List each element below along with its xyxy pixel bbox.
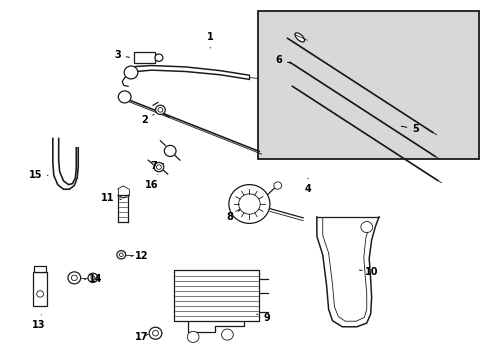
Bar bbox=[33, 272, 47, 306]
Circle shape bbox=[88, 273, 98, 283]
Text: 9: 9 bbox=[256, 314, 269, 324]
Text: 8: 8 bbox=[226, 210, 239, 222]
Text: 12: 12 bbox=[131, 251, 148, 261]
Bar bbox=[134, 52, 155, 63]
Text: 3: 3 bbox=[114, 50, 129, 60]
Circle shape bbox=[155, 54, 163, 62]
Circle shape bbox=[273, 182, 281, 189]
Bar bbox=[258, 10, 478, 159]
Circle shape bbox=[228, 185, 269, 224]
Circle shape bbox=[155, 105, 165, 114]
Circle shape bbox=[156, 165, 161, 170]
Bar bbox=[173, 270, 259, 321]
Circle shape bbox=[164, 145, 176, 157]
Circle shape bbox=[360, 221, 372, 233]
Text: 15: 15 bbox=[28, 170, 48, 180]
Text: 16: 16 bbox=[144, 175, 158, 190]
Circle shape bbox=[154, 162, 163, 172]
Circle shape bbox=[71, 275, 77, 280]
Text: 2: 2 bbox=[141, 114, 154, 125]
Text: 7: 7 bbox=[150, 161, 163, 171]
Text: 17: 17 bbox=[135, 332, 148, 342]
Circle shape bbox=[221, 329, 233, 340]
Circle shape bbox=[37, 291, 43, 297]
Circle shape bbox=[118, 91, 131, 103]
Text: 11: 11 bbox=[101, 193, 121, 203]
Ellipse shape bbox=[294, 33, 304, 42]
Circle shape bbox=[91, 276, 95, 280]
Circle shape bbox=[124, 66, 138, 79]
Circle shape bbox=[149, 327, 162, 339]
Text: 4: 4 bbox=[304, 178, 311, 194]
Circle shape bbox=[152, 330, 158, 336]
Circle shape bbox=[117, 251, 125, 259]
Text: 1: 1 bbox=[206, 32, 213, 48]
Circle shape bbox=[187, 332, 199, 342]
Bar bbox=[34, 266, 46, 272]
Text: 10: 10 bbox=[359, 267, 378, 277]
Text: 5: 5 bbox=[401, 124, 418, 134]
Circle shape bbox=[68, 272, 81, 284]
Circle shape bbox=[158, 108, 163, 112]
Circle shape bbox=[238, 194, 260, 214]
Circle shape bbox=[119, 253, 123, 257]
Text: 14: 14 bbox=[84, 274, 102, 284]
Text: 13: 13 bbox=[32, 315, 46, 330]
Text: 6: 6 bbox=[275, 55, 290, 65]
